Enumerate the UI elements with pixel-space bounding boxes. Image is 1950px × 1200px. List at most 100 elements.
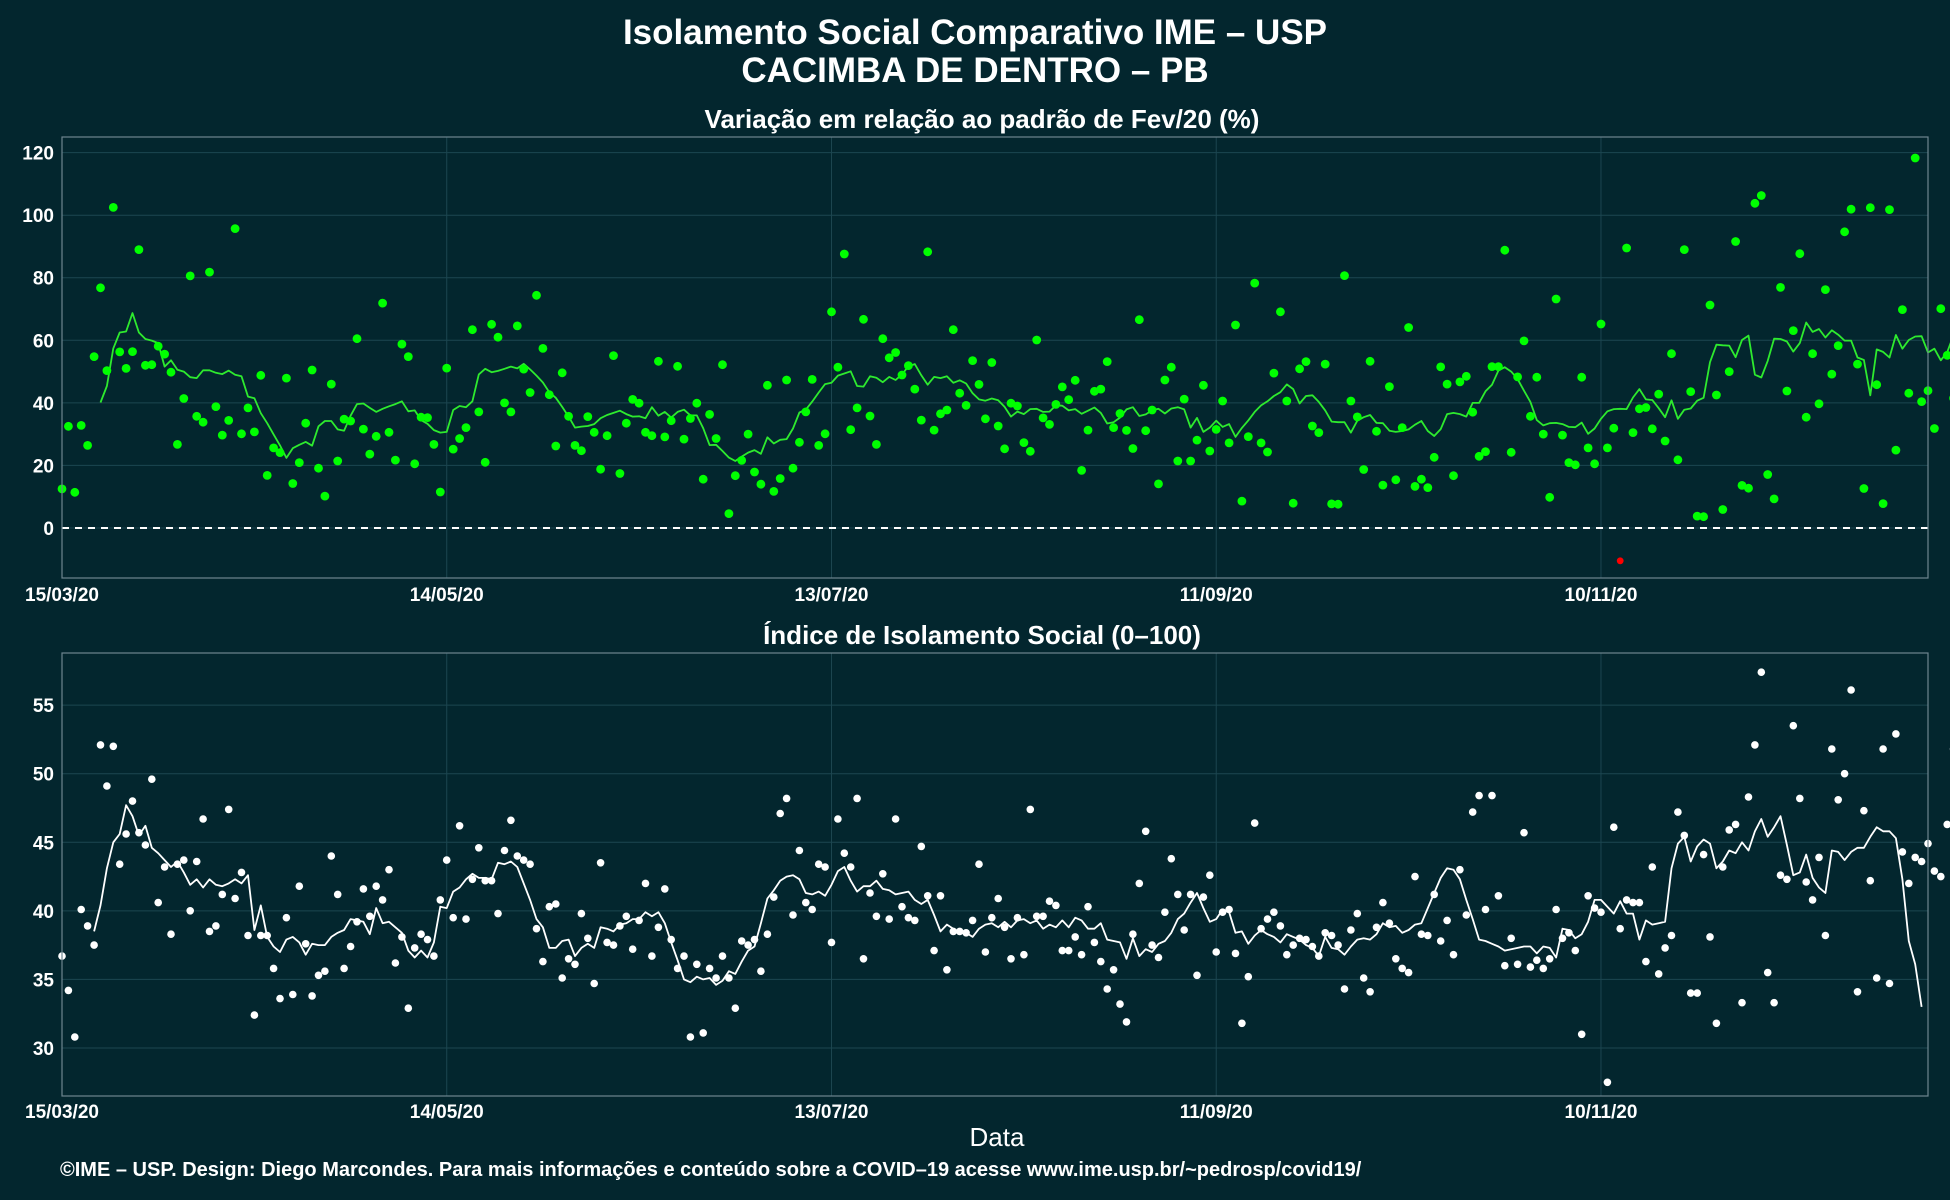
data-point: [1660, 436, 1670, 446]
data-point: [115, 860, 124, 868]
data-point: [1885, 979, 1894, 988]
data-point: [1635, 898, 1644, 907]
data-point: [199, 815, 207, 823]
data-point: [205, 927, 214, 936]
data-point: [635, 916, 643, 925]
data-point: [1801, 412, 1811, 422]
data-point: [1642, 957, 1650, 966]
data-point: [1936, 304, 1946, 314]
data-point: [596, 464, 605, 474]
data-point: [1674, 808, 1682, 816]
data-point: [198, 417, 208, 427]
data-point: [1462, 911, 1471, 919]
data-point: [589, 427, 599, 437]
data-point: [654, 923, 663, 932]
data-point: [378, 896, 387, 904]
data-point: [179, 394, 189, 403]
data-point: [988, 913, 996, 922]
data-point: [468, 875, 477, 884]
data-point: [1853, 988, 1862, 996]
data-point: [391, 455, 400, 465]
data-point: [795, 846, 804, 855]
data-point: [1930, 424, 1939, 433]
data-point: [1115, 409, 1125, 418]
data-point: [718, 952, 727, 960]
data-point: [371, 431, 381, 441]
data-point: [532, 924, 541, 933]
data-point: [192, 857, 201, 866]
data-point: [90, 941, 98, 949]
data-point: [1000, 923, 1009, 932]
data-point: [673, 361, 682, 371]
data-point: [763, 380, 772, 390]
data-point: [269, 964, 278, 973]
data-point: [898, 902, 906, 911]
data-point: [1506, 447, 1516, 457]
data-point: [557, 368, 567, 378]
data-point: [269, 443, 278, 453]
data-point: [756, 479, 766, 489]
data-point: [1161, 908, 1169, 916]
data-point: [1193, 971, 1201, 980]
data-point: [1802, 878, 1810, 886]
data-point: [1686, 989, 1695, 997]
data-point: [493, 332, 503, 342]
data-point: [1353, 909, 1362, 918]
data-point: [115, 347, 125, 357]
data-point: [750, 467, 759, 477]
data-point: [680, 952, 688, 960]
data-point: [1757, 668, 1766, 676]
data-point: [1814, 399, 1824, 409]
data-point: [1366, 988, 1374, 996]
data-point: [398, 933, 406, 941]
data-point: [134, 245, 144, 255]
data-point: [282, 373, 291, 383]
data-point: [1840, 227, 1849, 237]
data-point: [872, 912, 881, 921]
data-point: [410, 944, 419, 952]
data-point: [647, 431, 657, 441]
data-point: [891, 815, 900, 823]
data-point: [160, 349, 170, 359]
data-point: [737, 937, 746, 945]
data-point: [807, 375, 817, 384]
data-point: [121, 364, 131, 373]
data-point: [667, 935, 675, 944]
data-point: [1122, 426, 1131, 435]
x-tick-label: 13/07/20: [795, 585, 869, 606]
data-point: [1205, 446, 1215, 456]
data-point: [475, 844, 483, 852]
data-point: [77, 905, 85, 914]
data-point: [788, 463, 798, 473]
data-point: [154, 898, 162, 907]
data-point: [1763, 470, 1773, 479]
data-point: [384, 427, 394, 437]
data-point: [1083, 425, 1093, 435]
data-point: [314, 463, 323, 473]
data-point: [1057, 382, 1067, 392]
data-point: [884, 353, 894, 363]
moving-average-line: [93, 804, 1923, 1008]
data-point: [1084, 902, 1092, 911]
data-point: [1539, 964, 1548, 973]
data-point: [1911, 853, 1919, 862]
data-point: [1430, 890, 1438, 899]
data-point: [462, 915, 470, 923]
data-point: [1231, 949, 1240, 958]
data-point: [865, 411, 875, 421]
data-point: [852, 403, 862, 413]
data-point: [1724, 367, 1734, 376]
data-point: [1616, 557, 1624, 565]
data-point: [545, 902, 554, 911]
data-point: [275, 448, 285, 457]
data-point: [1116, 1000, 1124, 1008]
data-point: [211, 402, 221, 411]
data-point: [917, 842, 926, 851]
data-point: [834, 815, 842, 823]
data-point: [571, 960, 579, 969]
data-point: [243, 403, 253, 413]
data-point: [1519, 336, 1529, 346]
data-point: [1828, 745, 1836, 753]
data-point: [544, 390, 554, 400]
data-point: [538, 344, 548, 353]
